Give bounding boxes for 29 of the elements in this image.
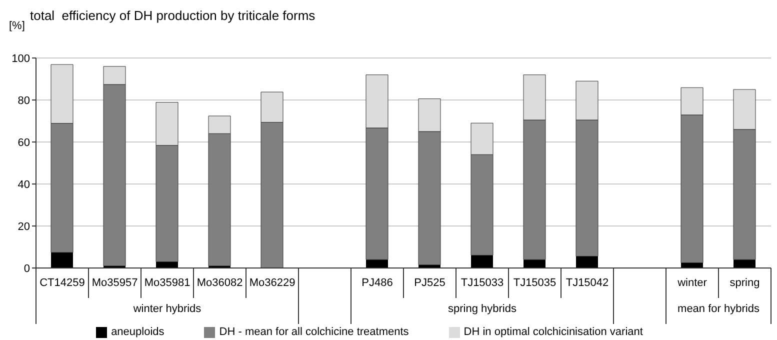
text: spring hybrids [448, 303, 517, 315]
x-tick-label: CT14259 [40, 277, 85, 289]
x-tick-label: Mo36082 [196, 277, 243, 289]
y-axis-title: [%] [9, 20, 25, 32]
y-tick-label: 0 [24, 262, 30, 275]
y-tick-label: 40 [18, 178, 30, 191]
x-tick-label: spring [730, 277, 760, 289]
text: mean for hybrids [678, 303, 760, 315]
bar [576, 256, 598, 268]
x-tick-label: TJ15033 [460, 277, 504, 289]
y-tick-label: 100 [12, 52, 30, 65]
x-tick-label: PJ486 [362, 277, 393, 289]
legend-label: DH - mean for all colchicine treatments [219, 326, 409, 338]
y-tick-label: 60 [18, 136, 30, 149]
text: winter hybrids [132, 303, 202, 315]
y-tick-label: 20 [18, 220, 30, 233]
x-tick-label: PJ525 [414, 277, 446, 289]
x-tick-label: TJ15042 [566, 277, 609, 289]
y-tick-label: 80 [18, 94, 30, 107]
legend-label: aneuploids [111, 326, 164, 338]
x-tick-label: Mo36229 [249, 277, 296, 289]
x-tick-label: winter [676, 277, 708, 289]
legend-label: DH in optimal colchicinisation variant [464, 326, 643, 338]
x-tick-label: TJ15035 [513, 277, 556, 289]
chart-title: total efficiency of DH production by triticale forms [30, 8, 316, 23]
x-tick-label: Mo35981 [144, 277, 190, 289]
bar [471, 255, 493, 268]
bar [51, 252, 73, 268]
x-tick-label: Mo35957 [92, 277, 138, 289]
